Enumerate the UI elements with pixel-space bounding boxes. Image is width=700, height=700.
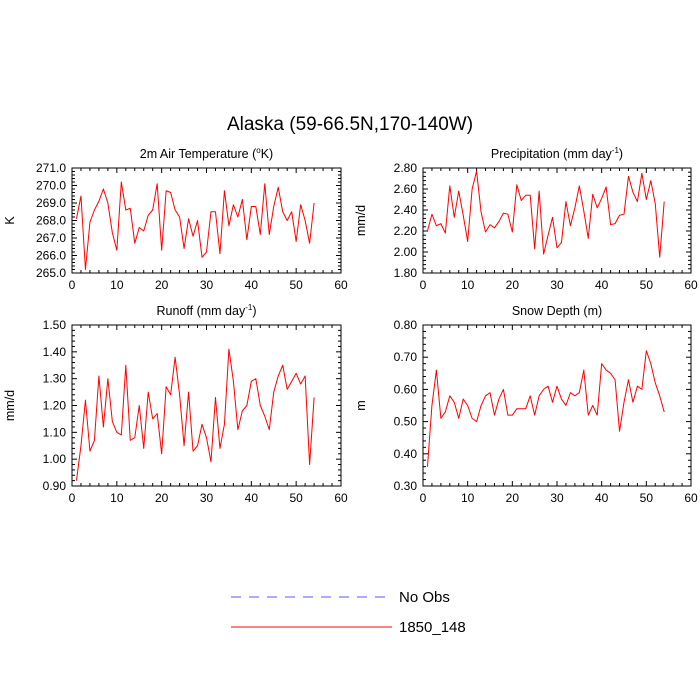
temperature-xtick-label: 50 [289,278,303,292]
temperature-xtick-label: 0 [69,278,76,292]
temperature-ytick-label: 265.0 [36,266,66,280]
temperature-ylabel: K [3,216,17,225]
precipitation-xtick-label: 20 [506,278,520,292]
temperature-xtick-label: 40 [245,278,259,292]
runoff-title-part: -1 [245,303,253,312]
precipitation-title-part: ) [619,147,623,161]
runoff-xtick-label: 20 [155,491,169,505]
snow-depth-ytick-label: 0.40 [394,447,418,461]
precipitation-ytick-label: 2.80 [394,161,418,175]
temperature-ytick-label: 268.0 [36,214,66,228]
runoff-xtick-label: 50 [289,491,303,505]
snow-depth-xtick-label: 30 [550,491,564,505]
precipitation-xtick-label: 40 [595,278,609,292]
snow-depth-ytick-label: 0.50 [394,415,418,429]
temperature-ytick-label: 266.0 [36,249,66,263]
temperature-xtick-label: 10 [110,278,124,292]
runoff-ytick-label: 0.90 [43,479,67,493]
precipitation-ytick-label: 2.20 [394,224,418,238]
precipitation-xtick-label: 50 [640,278,654,292]
temperature-ytick-label: 270.0 [36,179,66,193]
precipitation-xtick-label: 0 [420,278,427,292]
legend: No Obs 1850_148 [231,589,466,636]
precipitation-ytick-label: 1.80 [394,266,418,280]
panel-precipitation: Precipitation (mm day-1) mm/d 0 10 20 30 40 50 6… [354,146,698,292]
runoff-xtick-label: 30 [200,491,214,505]
runoff-title-part: Runoff (mm day [157,304,246,318]
runoff-xtick-label: 0 [69,491,76,505]
legend-label-1: 1850_148 [399,619,466,636]
snow-depth-title: Snow Depth (m) [512,304,602,318]
snow-depth-ytick-label: 0.60 [394,382,418,396]
temperature-title-part: K) [261,147,274,161]
runoff-ytick-label: 1.20 [43,399,67,413]
snow-depth-xtick-label: 20 [506,491,520,505]
runoff-ytick-label: 1.40 [43,345,67,359]
precipitation-xtick-label: 60 [684,278,698,292]
snow-depth-ylabel: m [354,400,368,410]
snow-depth-xtick-label: 0 [420,491,427,505]
snow-depth-series-line [426,350,665,467]
temperature-title-part: o [256,146,261,155]
runoff-ylabel: mm/d [3,390,17,421]
panel-snow-depth: Snow Depth (m) m 0 10 20 30 40 50 60 0.30 0.40 0.50… [354,304,698,505]
precipitation-ytick-label: 2.60 [394,182,418,196]
temperature-xtick-label: 20 [155,278,169,292]
temperature-title-part: 2m Air Temperature ( [140,147,257,161]
snow-depth-ytick-label: 0.30 [394,479,418,493]
runoff-xtick-label: 10 [110,491,124,505]
temperature-ytick-label: 271.0 [36,161,66,175]
runoff-title: Runoff (mm day-1) [157,303,257,318]
snow-depth-xtick-label: 50 [640,491,654,505]
temperature-xtick-label: 60 [334,278,348,292]
runoff-xtick-label: 40 [245,491,259,505]
figure-title: Alaska (59-66.5N,170-140W) [227,114,473,135]
panel-runoff: Runoff (mm day-1) mm/d 0 10 20 30 40 50 60 0.90 1.… [3,303,348,505]
temperature-xtick-label: 30 [200,278,214,292]
precipitation-ytick-label: 2.40 [394,203,418,217]
panel-temperature: 2m Air Temperature (oK) K 0 10 20 30 40 50 60 265… [3,146,348,292]
runoff-ytick-label: 1.10 [43,425,67,439]
snow-depth-ytick-label: 0.80 [394,318,418,332]
legend-label-0: No Obs [399,589,450,606]
precipitation-title: Precipitation (mm day-1) [491,146,623,161]
runoff-ytick-label: 1.30 [43,372,67,386]
panels: 2m Air Temperature (oK) K 0 10 20 30 40 50 60 265… [3,146,698,505]
precipitation-xtick-label: 10 [461,278,475,292]
runoff-xtick-label: 60 [334,491,348,505]
temperature-ytick-label: 269.0 [36,196,66,210]
precipitation-title-part: -1 [612,146,620,155]
snow-depth-xtick-label: 40 [595,491,609,505]
runoff-series-line [75,348,315,481]
temperature-title: 2m Air Temperature (oK) [140,146,273,161]
runoff-ytick-label: 1.00 [43,452,67,466]
precipitation-ytick-label: 2.00 [394,245,418,259]
snow-depth-xtick-label: 10 [461,491,475,505]
precipitation-xtick-label: 30 [550,278,564,292]
precipitation-title-part: Precipitation (mm day [491,147,613,161]
temperature-ytick-label: 267.0 [36,231,66,245]
temperature-series-line [75,181,315,270]
precipitation-series-line [426,170,665,258]
precipitation-ylabel: mm/d [354,205,368,236]
snow-depth-xtick-label: 60 [684,491,698,505]
runoff-title-part: ) [252,304,256,318]
snow-depth-ytick-label: 0.70 [394,350,418,364]
snow-depth-title-part: Snow Depth (m) [512,304,602,318]
runoff-ytick-label: 1.50 [43,318,67,332]
